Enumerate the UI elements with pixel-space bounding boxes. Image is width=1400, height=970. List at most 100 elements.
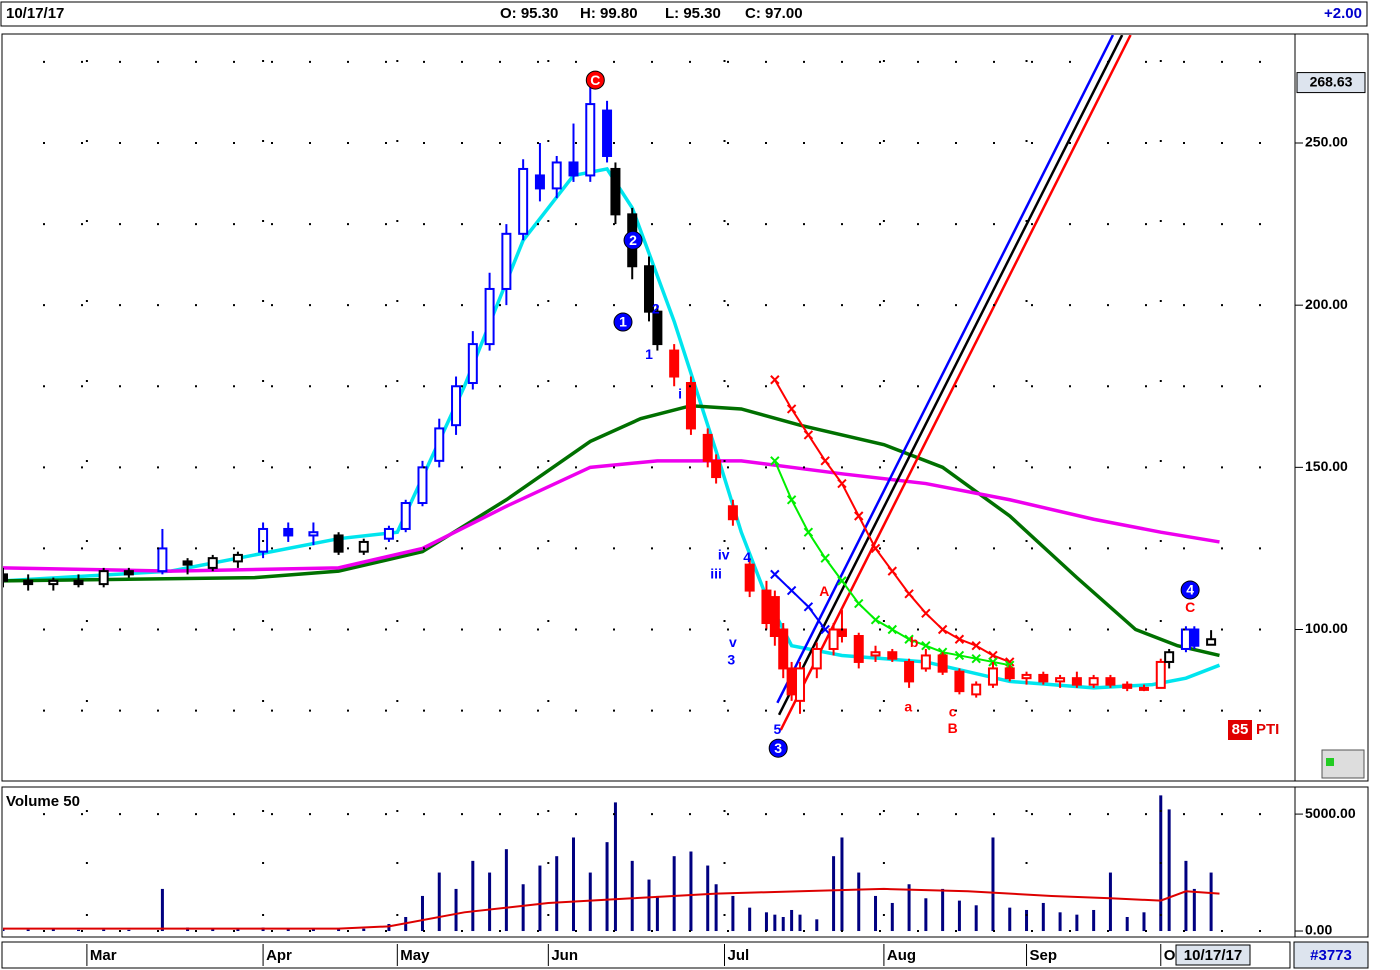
wave-label: 4 bbox=[1186, 582, 1194, 598]
candle-body bbox=[501, 232, 512, 290]
candle-body bbox=[1038, 673, 1049, 683]
candle-body bbox=[484, 287, 495, 346]
moving-average bbox=[3, 167, 1221, 690]
candle-body bbox=[568, 161, 579, 177]
candle-body bbox=[1122, 683, 1133, 689]
volume-bar bbox=[706, 865, 710, 932]
candle-body bbox=[1189, 628, 1200, 647]
projection-marker bbox=[937, 624, 948, 635]
candle-body bbox=[778, 628, 789, 670]
wave-label: 4 bbox=[743, 549, 751, 565]
projection-marker bbox=[786, 585, 797, 596]
projection-marker bbox=[820, 456, 830, 466]
volume-bar bbox=[974, 905, 978, 932]
projection-marker bbox=[971, 653, 981, 664]
candle-body bbox=[1071, 677, 1082, 686]
projection-curve bbox=[774, 573, 826, 631]
trend-line bbox=[776, 35, 1115, 704]
volume-bar bbox=[630, 860, 634, 932]
wave-label: iii bbox=[710, 566, 722, 582]
volume-bar bbox=[1092, 909, 1096, 932]
date-box bbox=[1175, 944, 1251, 966]
volume-bar bbox=[764, 912, 768, 932]
wave-label: 3 bbox=[727, 652, 735, 668]
volume-bar bbox=[790, 909, 794, 932]
trend-line bbox=[779, 35, 1132, 731]
candle-body bbox=[1206, 638, 1217, 646]
candle-body bbox=[702, 433, 713, 462]
volume-bar bbox=[454, 888, 458, 932]
wave-circle bbox=[768, 738, 788, 758]
volume-bar bbox=[773, 914, 777, 932]
candle-body bbox=[232, 553, 243, 563]
candle-body bbox=[3, 573, 8, 582]
volume-bar bbox=[798, 914, 802, 932]
volume-bar bbox=[77, 929, 81, 932]
candle-body bbox=[417, 466, 428, 505]
tool-icon-dot bbox=[1326, 758, 1334, 766]
wave-label: A bbox=[819, 583, 829, 599]
candle-body bbox=[769, 596, 780, 637]
volume-bar bbox=[311, 928, 315, 932]
candle-body bbox=[308, 531, 319, 537]
volume-bar bbox=[924, 898, 928, 932]
price-panel bbox=[1, 33, 1369, 782]
indicator-box bbox=[1228, 720, 1252, 740]
candle-body bbox=[644, 265, 654, 313]
candle-body bbox=[811, 647, 822, 670]
candle-body bbox=[987, 667, 998, 686]
volume-bar bbox=[991, 837, 995, 932]
candle-body bbox=[669, 349, 680, 378]
x-tick-label: Jul bbox=[728, 947, 750, 964]
wave-label: 5 bbox=[773, 721, 781, 737]
candle-body bbox=[358, 540, 369, 553]
volume-bar bbox=[1075, 914, 1079, 932]
candle-body bbox=[711, 459, 722, 479]
volume-bar bbox=[714, 884, 718, 932]
projection-marker bbox=[921, 608, 931, 618]
candle-body bbox=[887, 651, 898, 660]
x-tick-label: O bbox=[1164, 947, 1176, 964]
projection-marker bbox=[803, 602, 814, 612]
projection-marker bbox=[854, 511, 864, 521]
volume-bar bbox=[840, 837, 844, 932]
candle-body bbox=[518, 167, 529, 235]
candle-body bbox=[971, 683, 982, 696]
projection-marker bbox=[887, 566, 898, 576]
volume-bar bbox=[437, 872, 441, 932]
candle-body bbox=[383, 527, 394, 540]
volume-bar bbox=[1192, 888, 1196, 932]
candle-body bbox=[870, 651, 881, 657]
trend-line bbox=[777, 35, 1124, 716]
candle-body bbox=[585, 103, 596, 177]
volume-bar bbox=[538, 865, 542, 932]
volume-bar bbox=[1209, 872, 1213, 932]
candle-body bbox=[283, 527, 294, 537]
x-tick-label: Jun bbox=[551, 947, 578, 964]
candle-body bbox=[853, 634, 864, 663]
candle-body bbox=[73, 579, 84, 586]
wave-circle bbox=[613, 312, 633, 332]
volume-bar bbox=[588, 872, 592, 932]
volume-bar bbox=[832, 856, 836, 932]
candle-body bbox=[954, 670, 965, 693]
projection-curve bbox=[773, 379, 1011, 663]
x-tick-label: Mar bbox=[90, 947, 117, 964]
volume-bar bbox=[731, 895, 735, 932]
volume-bar bbox=[211, 928, 215, 932]
candle-body bbox=[786, 667, 797, 696]
volume-title: Volume 50 bbox=[6, 793, 80, 810]
volume-bar bbox=[1108, 872, 1112, 932]
volume-bar bbox=[1142, 912, 1146, 932]
candle-body bbox=[602, 109, 613, 157]
volume-bar bbox=[857, 872, 861, 932]
wave-label: C bbox=[1185, 599, 1195, 615]
projection-marker bbox=[820, 624, 830, 635]
moving-average bbox=[3, 459, 1220, 573]
volume-bar bbox=[1041, 902, 1045, 932]
volume-bar bbox=[1058, 912, 1062, 932]
wave-label: iv bbox=[718, 547, 730, 563]
wave-label: B bbox=[948, 720, 958, 736]
wave-label: 3 bbox=[774, 740, 782, 756]
footer-date: 10/17/17 bbox=[1184, 947, 1242, 964]
